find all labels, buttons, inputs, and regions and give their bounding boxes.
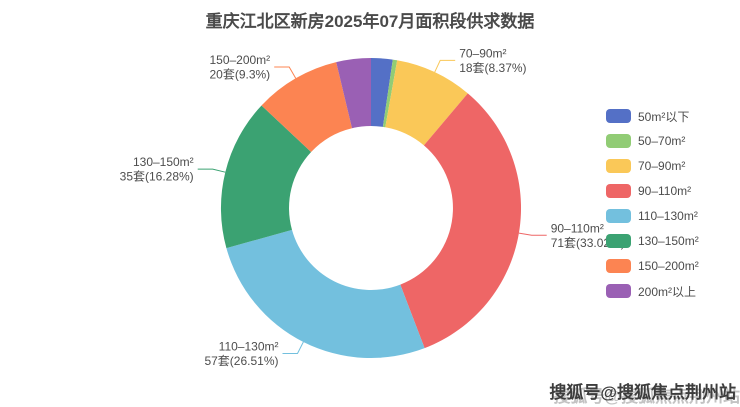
slice-label-name: 130–150m²: [133, 155, 194, 169]
legend-label: 110–130m²: [638, 209, 698, 223]
slice-label-name: 70–90m²: [459, 46, 506, 60]
legend-label: 150–200m²: [638, 259, 699, 273]
slice-label-value: 20套(9.3%): [209, 68, 270, 82]
legend-item-150–200m²[interactable]: 150–200m²: [606, 259, 699, 273]
slice-label-name: 150–200m²: [209, 53, 270, 67]
legend-item-130–150m²[interactable]: 130–150m²: [606, 234, 699, 248]
legend-swatch: [606, 184, 631, 198]
legend-item-90–110m²[interactable]: 90–110m²: [606, 184, 699, 198]
legend-swatch: [606, 134, 631, 148]
legend-swatch: [606, 159, 631, 173]
watermark-ghost-text: 搜狐号@搜狐焦点荆州站: [553, 387, 740, 406]
legend-item-50–70m²[interactable]: 50–70m²: [606, 134, 699, 148]
chart-title: 重庆江北区新房2025年07月面积段供求数据: [205, 12, 535, 31]
slice-label-value: 18套(8.37%): [459, 61, 526, 75]
legend-item-200m²以上[interactable]: 200m²以上: [606, 284, 699, 299]
legend-item-50m²以下[interactable]: 50m²以下: [606, 109, 699, 124]
pie-slice-200m²以上[interactable]: [336, 58, 371, 129]
pie-slice-50m²以下[interactable]: [371, 58, 393, 127]
label-line-70–90m²: [434, 59, 456, 73]
label-line-150–200m²: [274, 66, 297, 79]
legend-label: 50–70m²: [638, 134, 686, 148]
legend-swatch: [606, 259, 631, 273]
legend-label: 130–150m²: [638, 234, 699, 248]
pie-slice-50–70m²[interactable]: [382, 59, 398, 128]
label-line-110–130m²: [282, 341, 304, 354]
slice-label-value: 35套(16.28%): [120, 170, 194, 184]
slice-label-value: 57套(26.51%): [204, 354, 278, 368]
pie-slice-70–90m²[interactable]: [385, 60, 468, 146]
legend-label: 90–110m²: [638, 184, 692, 198]
legend-label: 70–90m²: [638, 159, 686, 173]
legend-swatch: [606, 109, 631, 123]
legend-item-70–90m²[interactable]: 70–90m²: [606, 159, 699, 173]
legend-label: 50m²以下: [638, 109, 690, 124]
watermark: 搜狐号@搜狐焦点荆州站 搜狐号@搜狐焦点荆州站: [549, 378, 740, 406]
label-line-90–110m²: [518, 232, 547, 236]
pie-slice-110–130m²[interactable]: [226, 229, 425, 359]
legend-label: 200m²以上: [638, 284, 697, 299]
pie-slice-130–150m²[interactable]: [220, 105, 312, 249]
watermark-text: 搜狐号@搜狐焦点荆州站: [549, 383, 736, 402]
legend-swatch: [606, 234, 631, 248]
label-line-130–150m²: [197, 168, 226, 173]
pie-slice-90–110m²[interactable]: [400, 93, 522, 349]
chart-legend: 50m²以下 50–70m² 70–90m² 90–110m² 110–130m² 130…: [606, 109, 699, 299]
pie-slice-150–200m²[interactable]: [261, 62, 353, 152]
legend-swatch: [606, 209, 631, 223]
slice-label-name: 90–110m²: [551, 221, 604, 235]
legend-item-110–130m²[interactable]: 110–130m²: [606, 209, 699, 223]
legend-swatch: [606, 284, 631, 298]
slice-label-name: 110–130m²: [219, 340, 279, 354]
